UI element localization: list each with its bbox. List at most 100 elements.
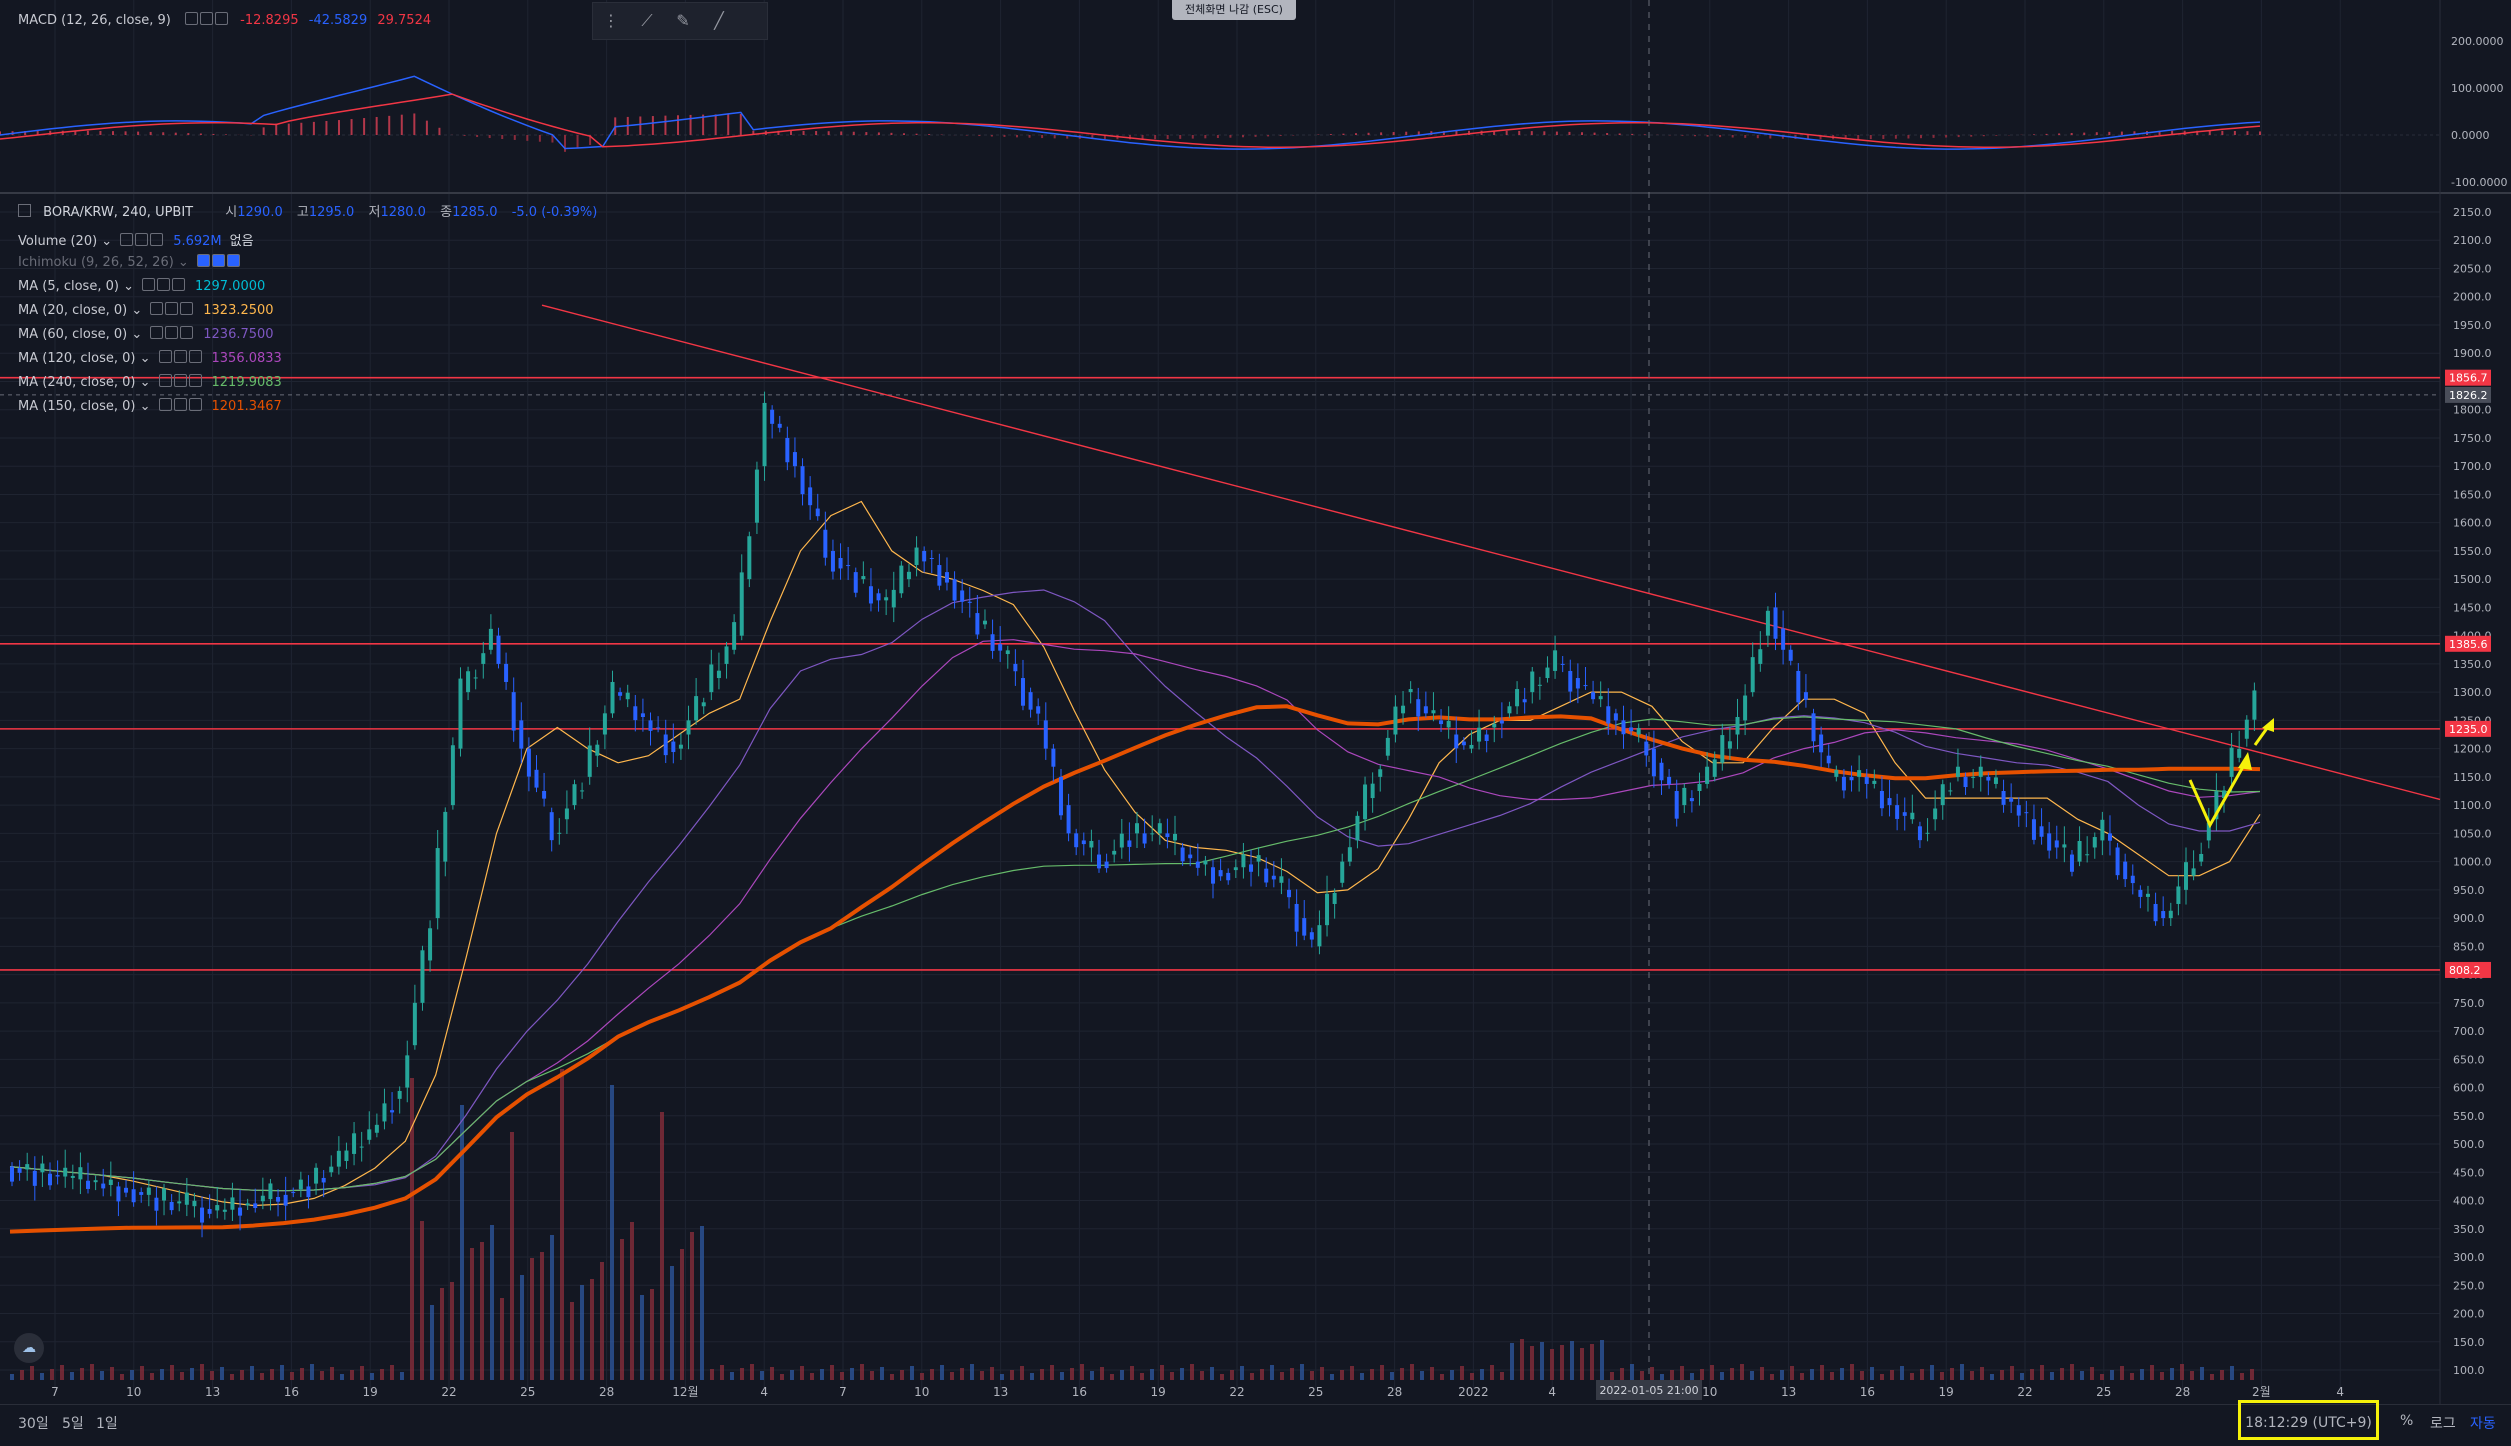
indicator-name[interactable]: MA (20, close, 0) ⌄ xyxy=(18,303,143,318)
gear-icon[interactable] xyxy=(211,254,225,267)
candle-body xyxy=(1796,670,1801,703)
price-tick-label: 250.0 xyxy=(2453,1279,2485,1292)
symbol-title[interactable]: BORA/KRW, 240, UPBIT xyxy=(43,205,194,220)
eye-icon[interactable] xyxy=(158,398,172,411)
volume-bar xyxy=(2020,1373,2024,1380)
volume-bar xyxy=(50,1369,54,1380)
trend-tool-icon[interactable]: ╱ xyxy=(714,11,724,30)
volume-bar xyxy=(1540,1342,1544,1380)
close-icon[interactable] xyxy=(180,326,194,339)
exit-fullscreen-banner[interactable]: 전체화면 나감 (ESC) xyxy=(1172,0,1296,20)
price-marker xyxy=(2445,386,2491,403)
volume-bar xyxy=(150,1373,154,1380)
log-toggle[interactable]: 로그 xyxy=(2430,1416,2456,1432)
volume-bar xyxy=(2050,1372,2054,1380)
candle-body xyxy=(2161,911,2166,919)
candle-body xyxy=(2031,819,2036,840)
eye-icon[interactable] xyxy=(158,350,172,363)
candle-body xyxy=(1325,893,1330,926)
candle-body xyxy=(762,402,767,467)
indicator-name[interactable]: MA (5, close, 0) ⌄ xyxy=(18,279,134,294)
indicator-row[interactable]: MA (5, close, 0) ⌄ 1297.0000 xyxy=(18,278,265,294)
close-icon[interactable] xyxy=(188,398,202,411)
percent-toggle[interactable]: % xyxy=(2400,1413,2414,1429)
price-tick-label: 700.0 xyxy=(2453,1025,2485,1038)
clock-display[interactable]: 18:12:29 (UTC+9) xyxy=(2238,1400,2379,1440)
indicator-row[interactable]: MA (150, close, 0) ⌄ 1201.3467 xyxy=(18,398,282,414)
timeframe-30d[interactable]: 30일 xyxy=(18,1416,49,1432)
volume-bar xyxy=(640,1295,644,1380)
close-icon[interactable] xyxy=(180,302,194,315)
timeframe-1d[interactable]: 1일 xyxy=(96,1416,118,1432)
eye-icon[interactable] xyxy=(158,374,172,387)
indicator-value: 1356.0833 xyxy=(211,351,282,366)
candle-body xyxy=(1507,706,1512,714)
indicator-name[interactable]: Volume (20) ⌄ xyxy=(18,234,113,249)
eye-icon[interactable] xyxy=(150,326,164,339)
gear-icon[interactable] xyxy=(173,374,187,387)
drag-handle-icon[interactable]: ⋮ xyxy=(603,11,619,30)
indicator-row[interactable]: MA (60, close, 0) ⌄ 1236.7500 xyxy=(18,326,274,342)
volume-bar xyxy=(60,1365,64,1380)
indicator-name[interactable]: MA (240, close, 0) ⌄ xyxy=(18,375,151,390)
indicator-name[interactable]: MA (120, close, 0) ⌄ xyxy=(18,351,151,366)
indicator-row[interactable]: MA (240, close, 0) ⌄ 1219.9083 xyxy=(18,374,282,390)
candle-body xyxy=(777,423,782,428)
gear-icon[interactable] xyxy=(156,278,170,291)
candle-body xyxy=(982,620,987,625)
close-icon[interactable] xyxy=(215,12,229,25)
line-tool-icon[interactable]: ⟋ xyxy=(641,11,653,30)
gear-icon[interactable] xyxy=(165,326,179,339)
candle-body xyxy=(648,720,653,731)
price-tick-label: 2000.0 xyxy=(2453,291,2492,304)
pen-tool-icon[interactable]: ✎ xyxy=(676,11,690,30)
gear-icon[interactable] xyxy=(173,350,187,363)
close-icon[interactable] xyxy=(188,350,202,363)
indicator-name[interactable]: MA (150, close, 0) ⌄ xyxy=(18,399,151,414)
volume-bar xyxy=(1060,1372,1064,1380)
eye-icon[interactable] xyxy=(150,302,164,315)
volume-bar xyxy=(680,1249,684,1380)
gear-icon[interactable] xyxy=(200,12,214,25)
candle-body xyxy=(2077,840,2082,862)
auto-toggle[interactable]: 자동 xyxy=(2470,1416,2496,1432)
eye-icon[interactable] xyxy=(120,233,134,246)
candle-body xyxy=(245,1203,250,1206)
candle-body xyxy=(1013,663,1018,672)
candle-body xyxy=(336,1150,341,1167)
volume-bar xyxy=(1420,1371,1424,1380)
price-axis: 100.0 150.0 200.0 250.0 300.0 350.0 400.0 450.0… xyxy=(2445,206,2492,1377)
close-icon[interactable] xyxy=(150,233,164,246)
indicator-name[interactable]: MA (60, close, 0) ⌄ xyxy=(18,327,143,342)
indicator-row[interactable]: Volume (20) ⌄ 5.692M 없음 xyxy=(18,230,254,249)
eye-icon[interactable] xyxy=(196,254,210,267)
eye-icon[interactable] xyxy=(185,12,199,25)
collapse-icon[interactable] xyxy=(18,204,31,217)
indicator-name[interactable]: Ichimoku (9, 26, 52, 26) ⌄ xyxy=(18,255,189,270)
close-icon[interactable] xyxy=(188,374,202,387)
indicator-row[interactable]: Ichimoku (9, 26, 52, 26) ⌄ xyxy=(18,254,242,270)
candle-body xyxy=(785,437,790,463)
candle-body xyxy=(124,1187,129,1193)
timeframe-5d[interactable]: 5일 xyxy=(62,1416,84,1432)
indicator-row[interactable]: MA (20, close, 0) ⌄ 1323.2500 xyxy=(18,302,274,318)
macd-name[interactable]: MACD (12, 26, close, 9) xyxy=(18,13,171,28)
close-icon[interactable] xyxy=(171,278,185,291)
volume-bar xyxy=(850,1368,854,1380)
gear-icon[interactable] xyxy=(165,302,179,315)
candle-body xyxy=(10,1166,14,1182)
candle-body xyxy=(1826,755,1831,764)
time-tick-label: 25 xyxy=(1308,1385,1323,1399)
close-icon[interactable] xyxy=(226,254,240,267)
indicator-row[interactable]: MA (120, close, 0) ⌄ 1356.0833 xyxy=(18,350,282,366)
volume-bar xyxy=(1200,1371,1204,1380)
time-tick-label: 19 xyxy=(1939,1385,1954,1399)
eye-icon[interactable] xyxy=(141,278,155,291)
gear-icon[interactable] xyxy=(135,233,149,246)
candle-body xyxy=(177,1201,182,1204)
tradingview-logo-icon[interactable]: ☁ xyxy=(14,1333,44,1363)
gear-icon[interactable] xyxy=(173,398,187,411)
volume-bar xyxy=(100,1371,104,1380)
volume-bar xyxy=(1460,1366,1464,1380)
